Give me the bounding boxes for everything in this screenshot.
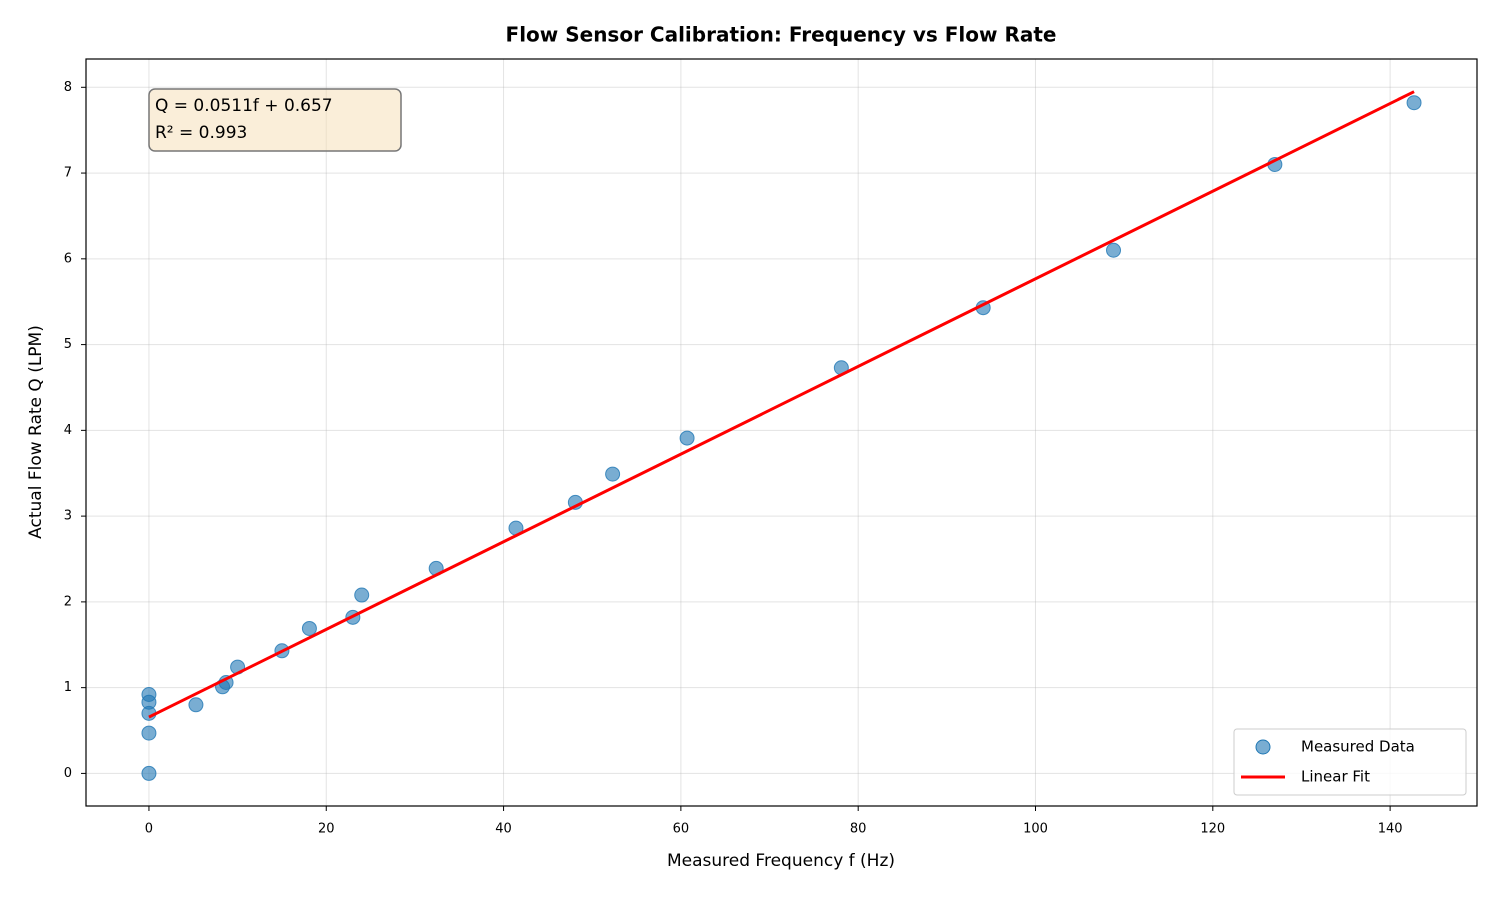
annotation-text: R² = 0.993 xyxy=(155,123,247,143)
data-point xyxy=(141,687,157,703)
legend-marker xyxy=(1255,739,1271,755)
x-tick-label: 140 xyxy=(1378,822,1403,837)
legend-label: Measured Data xyxy=(1301,738,1415,756)
chart-title: Flow Sensor Calibration: Frequency vs Fl… xyxy=(506,23,1057,47)
y-tick-label: 3 xyxy=(64,509,72,524)
y-tick-label: 1 xyxy=(64,680,72,695)
data-point xyxy=(605,466,621,482)
data-point xyxy=(1406,95,1422,111)
y-tick-label: 8 xyxy=(64,80,72,95)
data-point xyxy=(141,725,157,741)
x-tick-label: 40 xyxy=(495,822,512,837)
x-tick-label: 120 xyxy=(1200,822,1225,837)
y-axis-label: Actual Flow Rate Q (LPM) xyxy=(26,325,46,539)
annotation-box xyxy=(148,88,402,152)
x-tick-label: 20 xyxy=(318,822,335,837)
y-tick-label: 2 xyxy=(64,594,72,609)
y-tick-label: 4 xyxy=(64,423,72,438)
y-tick-label: 7 xyxy=(64,166,72,181)
fit-line xyxy=(148,90,1415,719)
y-tick-label: 0 xyxy=(64,766,72,781)
data-point xyxy=(354,587,370,603)
data-point xyxy=(188,697,204,713)
x-tick-label: 80 xyxy=(850,822,867,837)
x-tick-label: 0 xyxy=(145,822,153,837)
data-point xyxy=(679,430,695,446)
legend-label: Linear Fit xyxy=(1301,768,1370,786)
x-axis-label: Measured Frequency f (Hz) xyxy=(667,851,895,871)
y-tick-label: 5 xyxy=(64,337,72,352)
data-point xyxy=(301,620,317,636)
y-tick-label: 6 xyxy=(64,251,72,266)
x-tick-label: 100 xyxy=(1023,822,1048,837)
axes-frame xyxy=(85,58,1478,807)
annotation-text: Q = 0.0511f + 0.657 xyxy=(155,96,333,116)
legend-box xyxy=(1233,728,1467,796)
x-tick-label: 60 xyxy=(673,822,690,837)
data-point xyxy=(1106,242,1122,258)
data-point xyxy=(141,765,157,781)
